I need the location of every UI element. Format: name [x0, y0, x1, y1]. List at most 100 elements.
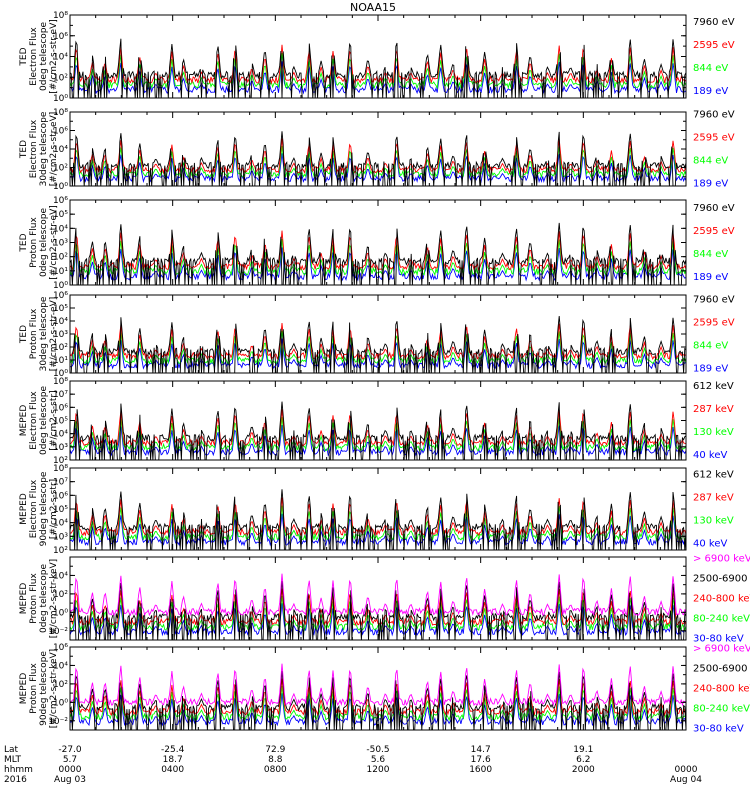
y-tick-label: 10⁶	[53, 32, 68, 42]
series--6900-kev	[70, 663, 686, 707]
y-axis-label: TED	[19, 325, 29, 344]
legend-entry: 844 eV	[693, 249, 728, 260]
y-tick-label: 10⁶	[53, 127, 68, 137]
y-axis-label: 0deg telescope	[39, 22, 49, 92]
x-tick-label: 0800	[264, 765, 287, 775]
series--6900-kev	[70, 573, 686, 617]
legend-entry: 844 eV	[693, 156, 728, 167]
x-tick-label: 0400	[161, 765, 184, 775]
y-tick-label: 10⁷	[53, 478, 68, 488]
y-axis-label: [#/cm2-s-str-eV]	[49, 205, 59, 280]
x-tick-label: -50.5	[366, 745, 389, 755]
legend-entry: 40 keV	[693, 450, 727, 461]
series-287-kev	[70, 497, 686, 537]
series-189-ev	[70, 153, 686, 184]
legend-entry: 189 eV	[693, 272, 728, 283]
y-tick-label: 10³	[53, 443, 68, 453]
y-axis-label: Proton Flux	[29, 217, 39, 268]
series-2500-6900	[70, 670, 686, 730]
y-tick-label: 10⁵	[53, 505, 68, 515]
y-axis-label: MEPED	[19, 673, 29, 705]
series-7960-ev	[70, 222, 686, 285]
legend-entry: 130 keV	[693, 427, 734, 438]
y-tick-label: 10⁰	[53, 182, 68, 192]
y-tick-label: 10³	[53, 239, 68, 249]
x-tick-label: 18.7	[163, 755, 183, 765]
y-tick-label: 10⁴	[53, 571, 68, 581]
legend-entry: 80-240 keV	[693, 614, 750, 625]
y-axis-label: Proton Flux	[29, 308, 39, 359]
y-axis-label: Electron Flux	[29, 119, 39, 178]
series-7960-ev	[70, 131, 686, 186]
x-tick-label: -27.0	[58, 745, 82, 755]
legend-entry: 240-800 keV	[693, 684, 750, 695]
y-tick-label: 10⁵	[53, 210, 68, 220]
y-tick-label: 10²	[53, 546, 68, 556]
y-tick-label: 10⁷	[53, 390, 68, 400]
y-axis-label: TED	[19, 47, 29, 66]
series-2595-ev	[70, 44, 686, 85]
y-tick-label: 10⁰	[53, 281, 68, 291]
y-axis-label: 30deg telescope	[39, 111, 49, 186]
y-axis-label: [#/cm2-s-str]	[49, 390, 59, 450]
series-189-ev	[70, 338, 686, 370]
y-tick-label: 10⁶	[53, 403, 68, 413]
panel-1: 10⁰ 10² 10⁴ 10⁶ 10⁸ TED Electron Flux 0deg tele…	[19, 11, 735, 104]
y-tick-label: 10⁰	[53, 698, 68, 708]
legend-entry: 7960 eV	[693, 203, 735, 214]
panel-2: 10⁰ 10² 10⁴ 10⁶ 10⁸ TED Electron Flux 30deg tel…	[19, 108, 735, 192]
series-612-kev	[70, 401, 686, 460]
y-axis-label: MEPED	[19, 405, 29, 437]
y-axis-label: 90deg telescope	[39, 651, 49, 726]
y-axis-label: [#/cm2-s-str-eV]	[49, 19, 59, 94]
legend-entry: 2595 eV	[693, 318, 735, 329]
panel-7: 10⁻² 10⁰ 10² 10⁴ MEPED Proton Flux 0deg telesc…	[19, 554, 750, 645]
y-tick-label: 10²	[53, 590, 68, 600]
y-axis-label: TED	[19, 233, 29, 252]
series-7960-ev	[70, 315, 686, 373]
x-tick-label: 5.6	[371, 755, 386, 765]
y-tick-label: 10⁸	[53, 108, 68, 118]
y-axis-label: [#/cm2-s-str-keV]	[49, 649, 59, 728]
legend-entry: > 6900 keV	[693, 554, 750, 565]
legend-entry: 130 keV	[693, 516, 734, 527]
y-tick-label: 10⁴	[53, 145, 68, 155]
y-axis-label: Proton Flux	[29, 573, 39, 624]
series-844-ev	[70, 238, 686, 277]
legend-entry: 80-240 keV	[693, 704, 750, 715]
y-tick-label: 10²	[53, 680, 68, 690]
x-tick-label: 17.6	[471, 755, 491, 765]
series-287-kev	[70, 409, 686, 447]
x-row-label: hhmm	[4, 765, 33, 775]
x-tick-label: 19.1	[573, 745, 593, 755]
x-tick-label: 6.2	[576, 755, 590, 765]
legend-entry: 189 eV	[693, 86, 728, 97]
legend-entry: 7960 eV	[693, 295, 735, 306]
legend-entry: 844 eV	[693, 63, 728, 74]
x-tick-label: 1600	[469, 765, 492, 775]
y-tick-label: 10⁻²	[48, 717, 68, 727]
legend-entry: 844 eV	[693, 341, 728, 352]
y-tick-label: 10⁴	[53, 661, 68, 671]
y-tick-label: 10⁵	[53, 417, 68, 427]
y-tick-label: 10⁶	[53, 491, 68, 501]
x-tick-label: Aug 03	[54, 775, 86, 785]
legend-entry: 287 keV	[693, 493, 734, 504]
y-axis-label: [#/cm2-s-str-eV]	[49, 297, 59, 372]
y-tick-label: 10⁵	[53, 304, 68, 314]
y-axis-label: [#/cm2-s-str]	[49, 479, 59, 539]
y-axis-label: Electron Flux	[29, 27, 39, 86]
series-2595-ev	[70, 230, 686, 272]
legend-entry: 612 keV	[693, 381, 734, 392]
x-tick-label: 0000	[59, 765, 82, 775]
y-tick-label: 10⁰	[53, 608, 68, 618]
legend-entry: 2595 eV	[693, 40, 735, 51]
series-2500-6900	[70, 580, 686, 640]
y-tick-label: 10⁶	[53, 643, 68, 653]
x-tick-label: 1200	[367, 765, 390, 775]
y-tick-label: 10⁴	[53, 430, 68, 440]
legend-entry: 240-800 keV	[693, 594, 750, 605]
